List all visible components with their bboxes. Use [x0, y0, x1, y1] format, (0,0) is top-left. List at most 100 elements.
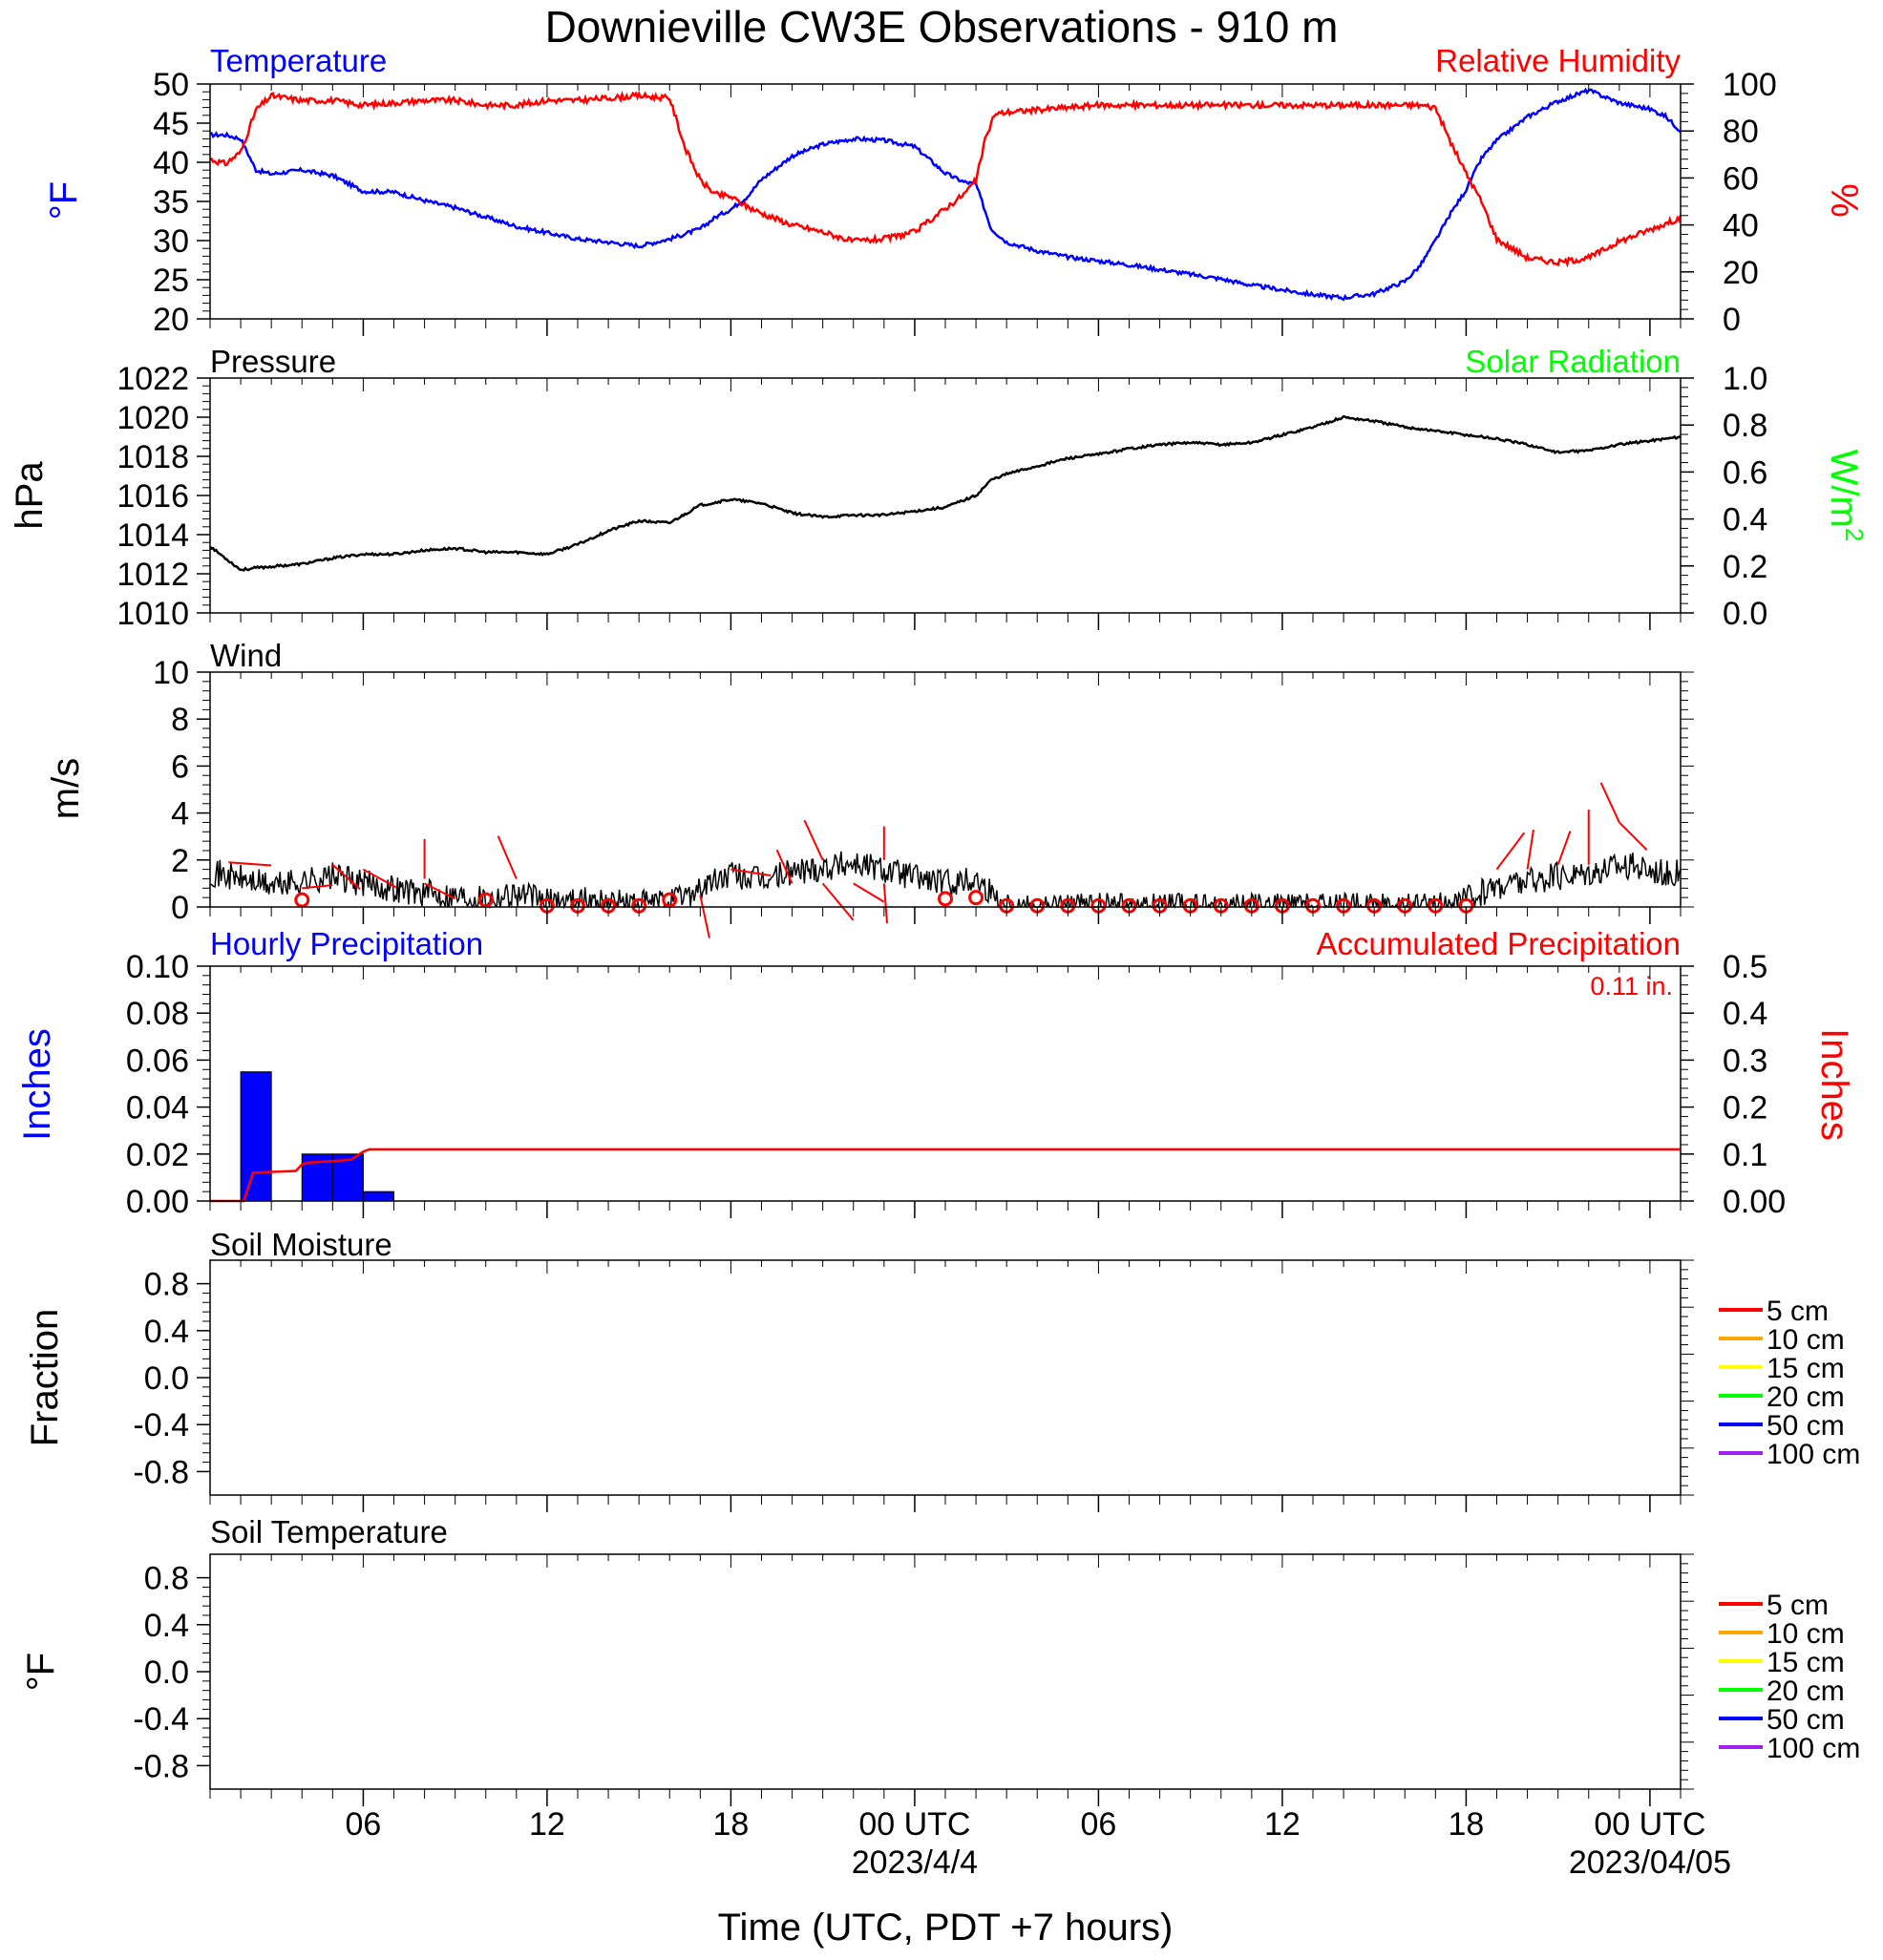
y-tick-label: 1.0 — [1723, 361, 1767, 397]
y-tick-label: 1012 — [116, 557, 189, 593]
temperature-title: Temperature — [210, 43, 387, 78]
plot-frame-precipitation — [209, 965, 1682, 1202]
accumulated-total-annotation: 0.11 in. — [1590, 972, 1673, 1001]
wind-barb — [1556, 831, 1572, 866]
wind-barb — [362, 868, 398, 889]
x-date-label: 2023/04/05 — [1569, 1844, 1731, 1881]
y-tick-label: 0.2 — [1723, 549, 1767, 585]
wind-barb — [803, 819, 824, 861]
y-tick-label: 10 — [153, 655, 189, 691]
y-tick-label: 8 — [171, 702, 189, 738]
panel-precipitation: Hourly Precipitation Accumulated Precipi… — [16, 926, 1855, 1220]
panel-pressure-solar: Pressure Solar Radiation hPa W/m2 101010… — [9, 344, 1869, 632]
wind-barb — [699, 895, 710, 938]
y-tick-label: 0.4 — [144, 1314, 189, 1350]
temperature-series — [209, 87, 1682, 302]
legend-label: 15 cm — [1767, 1353, 1845, 1384]
y-tick-label: 20 — [153, 302, 189, 338]
accumulated-precip-axis-label: Inches — [1813, 1028, 1855, 1141]
wind-minor-ticks-right — [1681, 671, 1694, 908]
chart-title: Downieville CW3E Observations - 910 m — [545, 2, 1339, 52]
soil-temperature-title: Soil Temperature — [210, 1514, 448, 1549]
y-tick-label: 45 — [153, 106, 189, 142]
legend-label: 100 cm — [1767, 1733, 1860, 1764]
panel-soil-temperature: Soil Temperature °F -0.8 -0.4 0.0 0.4 0.8 5 … — [20, 1514, 1860, 1790]
hourly-precip-axis-label: Inches — [16, 1028, 58, 1141]
y-tick-label: 25 — [153, 263, 189, 299]
wind-barb — [1619, 821, 1648, 851]
legend-label: 20 cm — [1767, 1675, 1845, 1707]
wind-barb — [1526, 829, 1534, 870]
humidity-series — [209, 90, 1682, 268]
y-tick-label: 20 — [1723, 255, 1759, 291]
x-tick-label: 12 — [1264, 1806, 1301, 1843]
legend-label: 100 cm — [1767, 1439, 1860, 1470]
y-tick-label: 0.00 — [1723, 1184, 1786, 1220]
y-tick-label: 100 — [1723, 67, 1777, 103]
solar-ticks: 0.0 0.2 0.4 0.6 0.8 1.0 — [1681, 361, 1767, 632]
legend-label: 15 cm — [1767, 1647, 1845, 1678]
calm-marker — [938, 891, 953, 907]
calm-marker — [662, 892, 678, 908]
y-tick-label: 0.0 — [1723, 596, 1767, 632]
wind-barb — [331, 863, 361, 891]
plot-frame-soil-moisture — [209, 1259, 1682, 1496]
hourly-precip-ticks: 0.00 0.02 0.04 0.06 0.08 0.10 — [126, 949, 210, 1220]
y-tick-label: 35 — [153, 184, 189, 221]
y-tick-label: 0 — [1723, 302, 1741, 338]
y-tick-label: -0.8 — [133, 1454, 189, 1490]
temperature-axis-label: °F — [43, 181, 85, 220]
plot-frame-soil-temperature — [209, 1553, 1682, 1790]
soil-temperature-axis-label: °F — [20, 1653, 62, 1691]
y-tick-label: 0.3 — [1723, 1043, 1767, 1079]
y-tick-label: 0.4 — [1723, 502, 1767, 538]
y-tick-label: -0.4 — [133, 1701, 189, 1738]
wind-barb — [853, 882, 885, 903]
y-tick-label: -0.4 — [133, 1407, 189, 1444]
legend-label: 5 cm — [1767, 1296, 1829, 1327]
y-tick-label: 2 — [171, 843, 189, 879]
y-tick-label: 0.8 — [144, 1267, 189, 1303]
wind-barb — [1599, 782, 1620, 823]
x-date-label: 2023/4/4 — [852, 1844, 978, 1881]
y-tick-label: 60 — [1723, 160, 1759, 197]
x-tick-label: 06 — [346, 1806, 382, 1843]
wind-speed-series — [209, 851, 1682, 910]
solar-radiation-title: Solar Radiation — [1465, 344, 1681, 379]
y-tick-label: 0 — [171, 890, 189, 926]
y-tick-label: 0.06 — [126, 1043, 189, 1079]
soil-moisture-minor-ticks-right — [1681, 1259, 1694, 1496]
y-tick-label: 4 — [171, 796, 189, 832]
soil-moisture-title: Soil Moisture — [210, 1227, 392, 1262]
calm-marker — [968, 890, 984, 906]
accumulated-precip-title: Accumulated Precipitation — [1316, 926, 1681, 961]
y-tick-label: 40 — [1723, 208, 1759, 244]
precip-bar — [362, 1191, 394, 1202]
panel-temperature-humidity: Temperature Relative Humidity °F % 20253… — [43, 43, 1865, 338]
y-tick-label: 80 — [1723, 114, 1759, 150]
pressure-title: Pressure — [210, 344, 336, 379]
solar-axis-label: W/m2 — [1823, 450, 1869, 542]
wind-ticks: 0 2 4 6 8 10 — [153, 655, 210, 926]
legend-label: 5 cm — [1767, 1590, 1829, 1621]
panel-soil-moisture: Soil Moisture Fraction -0.8 -0.4 0.0 0.4 0.8… — [24, 1227, 1860, 1496]
y-tick-label: 0.0 — [144, 1360, 189, 1397]
wind-barb — [497, 835, 518, 879]
wind-barbs — [228, 782, 1648, 938]
humidity-ticks: 0 20 40 60 80 100 — [1681, 67, 1777, 338]
wind-axis-label: m/s — [45, 758, 87, 819]
accumulated-precip-ticks: 0.00 0.1 0.2 0.3 0.4 0.5 — [1681, 949, 1786, 1220]
legend-label: 10 cm — [1767, 1324, 1845, 1356]
time-axis-label: Time (UTC, PDT +7 hours) — [718, 1907, 1174, 1949]
y-tick-label: 1022 — [116, 361, 189, 397]
precip-bar — [240, 1071, 272, 1202]
y-tick-label: 1014 — [116, 517, 189, 554]
wind-barb — [730, 868, 772, 877]
y-tick-label: 0.2 — [1723, 1090, 1767, 1127]
plot-frame-pressure-solar — [209, 377, 1682, 614]
y-tick-label: 30 — [153, 223, 189, 260]
